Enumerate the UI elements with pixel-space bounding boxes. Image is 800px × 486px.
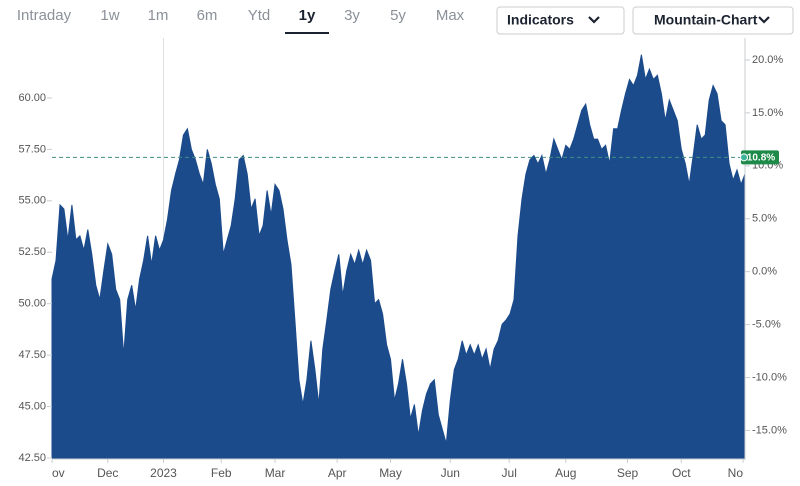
- y2-tick-label: -10.0%: [752, 371, 787, 383]
- y-tick-label: 45.00: [18, 400, 46, 412]
- chevron: [588, 16, 600, 24]
- x-tick-label: Aug: [555, 466, 576, 480]
- time-range-tab[interactable]: 1m: [148, 7, 169, 24]
- y2-tick-label: -5.0%: [752, 319, 781, 331]
- time-range-tab[interactable]: Max: [436, 7, 465, 24]
- y-tick-label: 50.00: [18, 298, 46, 310]
- chevron: [758, 16, 770, 24]
- y2-tick-label: 0.0%: [752, 266, 777, 278]
- x-tick-label: ov: [52, 466, 65, 480]
- reference-badge: [741, 150, 779, 165]
- time-range-tab[interactable]: Intraday: [17, 7, 72, 24]
- indicators-button[interactable]: [496, 6, 625, 35]
- y-tick-label: 55.00: [18, 195, 46, 207]
- x-tick-label: Jun: [441, 466, 460, 480]
- time-range-tab[interactable]: Ytd: [248, 7, 271, 24]
- y-tick-label: 52.50: [18, 246, 46, 258]
- chart-type-button[interactable]: [632, 6, 794, 35]
- x-tick-label: Dec: [97, 466, 118, 480]
- x-tick-label: May: [379, 466, 402, 480]
- time-range-tab[interactable]: 3y: [344, 7, 360, 24]
- mountain-area: [51, 54, 746, 459]
- tab-underline: [285, 32, 329, 34]
- x-tick-label: Mar: [265, 466, 286, 480]
- button-label[interactable]: Indicators: [507, 12, 574, 28]
- x-tick-label: Oct: [672, 466, 691, 480]
- x-tick-label: Sep: [617, 466, 639, 480]
- x-tick-label: Jul: [502, 466, 517, 480]
- y2-tick-label: 15.0%: [752, 107, 783, 119]
- time-range-tab[interactable]: 5y: [390, 7, 406, 24]
- y-tick-label: 60.00: [18, 92, 46, 104]
- time-range-tab[interactable]: 1y: [299, 7, 316, 24]
- x-tick-label: No: [728, 466, 744, 480]
- x-tick-label: Feb: [211, 466, 232, 480]
- x-tick-label: 2023: [150, 466, 177, 480]
- y-tick-label: 57.50: [18, 143, 46, 155]
- y2-tick-label: 5.0%: [752, 213, 777, 225]
- time-range-tab[interactable]: 6m: [197, 7, 218, 24]
- button-label[interactable]: Mountain-Chart: [654, 12, 758, 28]
- time-range-tab[interactable]: 1w: [100, 7, 119, 24]
- y-tick-label: 47.50: [18, 349, 46, 361]
- reference-label: 10.8%: [747, 152, 775, 163]
- y2-tick-label: -15.0%: [752, 424, 787, 436]
- y-tick-label: 42.50: [18, 452, 46, 464]
- reference-dot: [740, 153, 748, 162]
- x-tick-label: Apr: [328, 466, 347, 480]
- y2-tick-label: 20.0%: [752, 54, 783, 66]
